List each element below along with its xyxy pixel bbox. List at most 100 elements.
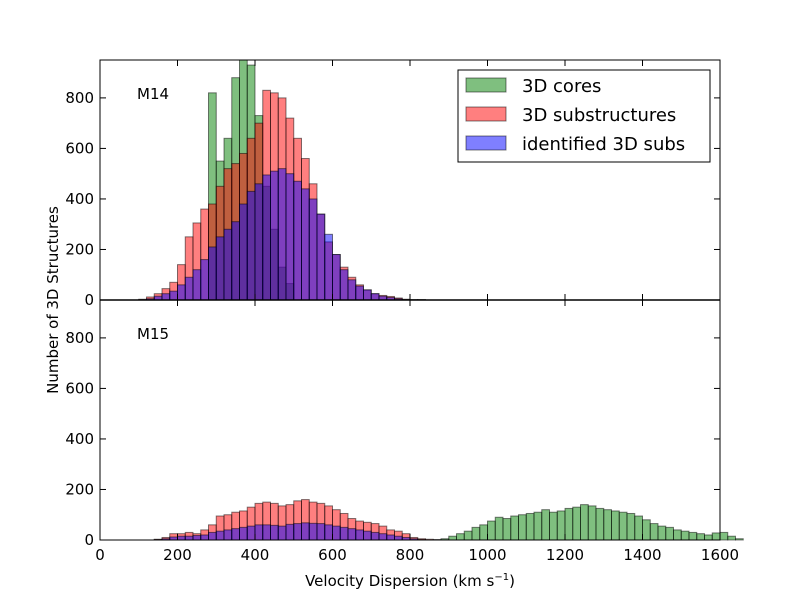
x-tick-label: 0 (95, 546, 105, 564)
x-axis-label: Velocity Dispersion (km s−1) (305, 572, 515, 590)
hist-bar-m15-identified-3d-subs (308, 522, 318, 541)
hist-bar-m15-identified-3d-subs (339, 526, 349, 541)
hist-bar-m14-identified-3d-subs (215, 236, 225, 301)
hist-bar-m15-3d-cores (603, 509, 612, 541)
hist-bar-m15-3d-cores (719, 531, 729, 541)
hist-bar-m15-identified-3d-subs (192, 534, 202, 541)
hist-bar-m15-identified-3d-subs (347, 528, 357, 541)
hist-bar-m15-3d-cores (549, 511, 558, 541)
hist-bar-m15-3d-cores (510, 515, 519, 541)
y-tick-label: 0 (84, 531, 94, 549)
hist-bar-m15-identified-3d-subs (355, 529, 364, 541)
hist-bar-m14-identified-3d-subs (370, 293, 380, 301)
legend-label-identified: identified 3D subs (522, 134, 685, 155)
hist-bar-m15-identified-3d-subs (378, 533, 388, 541)
hist-bar-m15-identified-3d-subs (277, 525, 287, 541)
hist-bar-m15-identified-3d-subs (301, 522, 310, 541)
hist-bar-m15-identified-3d-subs (324, 524, 333, 541)
hist-bar-m15-3d-cores (665, 526, 674, 541)
hist-bar-m15-3d-cores (634, 515, 643, 541)
hist-bar-m15-identified-3d-subs (293, 523, 302, 541)
hist-bar-m15-3d-cores (580, 504, 589, 541)
hist-bar-m14-identified-3d-subs (277, 168, 287, 301)
hist-bar-m14-identified-3d-subs (192, 269, 202, 301)
hist-bar-m15-identified-3d-subs (208, 531, 217, 541)
hist-bar-m15-3d-cores (556, 510, 566, 541)
legend-swatch-substructures (465, 106, 507, 122)
hist-bar-m15-identified-3d-subs (332, 525, 341, 541)
hist-bar-m15-3d-cores (680, 530, 690, 541)
hist-bar-m15-identified-3d-subs (231, 528, 240, 541)
legend-label-cores: 3D cores (522, 76, 601, 97)
hist-bar-m15-3d-cores (541, 509, 550, 541)
panel-m15 (153, 499, 744, 541)
hist-bar-m15-identified-3d-subs (254, 524, 264, 541)
hist-bar-m15-3d-cores (572, 506, 581, 541)
y-tick-label: 800 (65, 329, 94, 347)
legend: 3D cores 3D substructures identified 3D … (457, 69, 711, 163)
hist-bar-m15-3d-cores (502, 518, 512, 541)
hist-bar-m15-3d-cores (696, 533, 705, 541)
hist-bar-m15-identified-3d-subs (386, 534, 395, 541)
hist-bar-m14-identified-3d-subs (355, 285, 364, 301)
hist-bar-m15-identified-3d-subs (200, 534, 209, 541)
hist-bar-m14-identified-3d-subs (231, 221, 240, 301)
hist-bar-m14-identified-3d-subs (254, 183, 264, 301)
hist-bar-m14-identified-3d-subs (347, 279, 357, 301)
hist-bar-m14-identified-3d-subs (293, 180, 302, 301)
hist-bar-m14-identified-3d-subs (246, 190, 256, 301)
x-tick-label: 1200 (546, 546, 584, 564)
hist-bar-m15-3d-cores (618, 511, 628, 541)
hist-bar-m14-identified-3d-subs (285, 173, 295, 301)
hist-bar-m15-3d-cores (518, 514, 527, 541)
panel-label-m15: M15 (137, 325, 169, 343)
hist-bar-m14-identified-3d-subs (339, 269, 349, 301)
x-axis-ticks: 0 200 400 600 800 1000 1200 1400 1600 (95, 60, 739, 564)
hist-bar-m14-identified-3d-subs (200, 259, 209, 301)
hist-bar-m15-identified-3d-subs (223, 529, 233, 541)
panel-m14 (138, 59, 426, 301)
panel-label-m14: M14 (137, 85, 169, 103)
hist-bar-m15-3d-cores (479, 524, 488, 541)
legend-label-substructures: 3D substructures (522, 105, 676, 126)
hist-bar-m15-3d-cores (471, 526, 481, 541)
hist-bar-m15-identified-3d-subs (246, 525, 256, 541)
hist-bar-m14-identified-3d-subs (332, 254, 341, 301)
hist-bar-m15-3d-cores (688, 531, 698, 541)
hist-bar-m15-3d-cores (626, 512, 636, 541)
y-tick-label: 200 (65, 480, 94, 498)
x-tick-label: 400 (241, 546, 270, 564)
hist-bar-m15-identified-3d-subs (270, 524, 279, 541)
hist-bar-m14-identified-3d-subs (262, 174, 271, 301)
y-tick-label: 400 (65, 190, 94, 208)
hist-bar-m15-3d-cores (649, 523, 659, 541)
hist-bar-m14-identified-3d-subs (324, 233, 333, 301)
hist-bar-m14-identified-3d-subs (239, 203, 248, 301)
hist-bar-m15-3d-cores (448, 535, 457, 541)
x-tick-label: 600 (318, 546, 347, 564)
hist-bar-m15-3d-cores (525, 512, 535, 541)
x-tick-label: 1400 (623, 546, 661, 564)
x-tick-label: 800 (396, 546, 425, 564)
y-axis-ticks: 0 200 400 600 800 0 200 400 600 800 (65, 89, 720, 549)
hist-bar-m15-3d-cores (657, 525, 667, 541)
hist-bar-m15-3d-cores (533, 511, 543, 541)
hist-bar-m14-identified-3d-subs (308, 198, 318, 301)
hist-bar-m15-3d-cores (735, 538, 744, 541)
y-axis-label: Number of 3D Structures (44, 206, 62, 394)
hist-bar-m14-identified-3d-subs (223, 228, 233, 301)
hist-bar-m15-3d-cores (494, 516, 504, 541)
x-tick-label: 200 (163, 546, 192, 564)
hist-bar-m15-identified-3d-subs (285, 523, 295, 541)
hist-bar-m15-3d-cores (564, 507, 574, 541)
hist-bar-m14-identified-3d-subs (169, 290, 178, 301)
hist-bar-m15-3d-cores (673, 529, 682, 541)
hist-bar-m14-identified-3d-subs (184, 276, 194, 301)
y-tick-label: 600 (65, 139, 94, 157)
hist-bar-m15-3d-cores (642, 519, 651, 541)
legend-swatch-cores (465, 77, 507, 93)
hist-bar-m14-identified-3d-subs (208, 246, 217, 301)
hist-bar-m15-3d-cores (463, 530, 473, 541)
y-tick-label: 200 (65, 240, 94, 258)
